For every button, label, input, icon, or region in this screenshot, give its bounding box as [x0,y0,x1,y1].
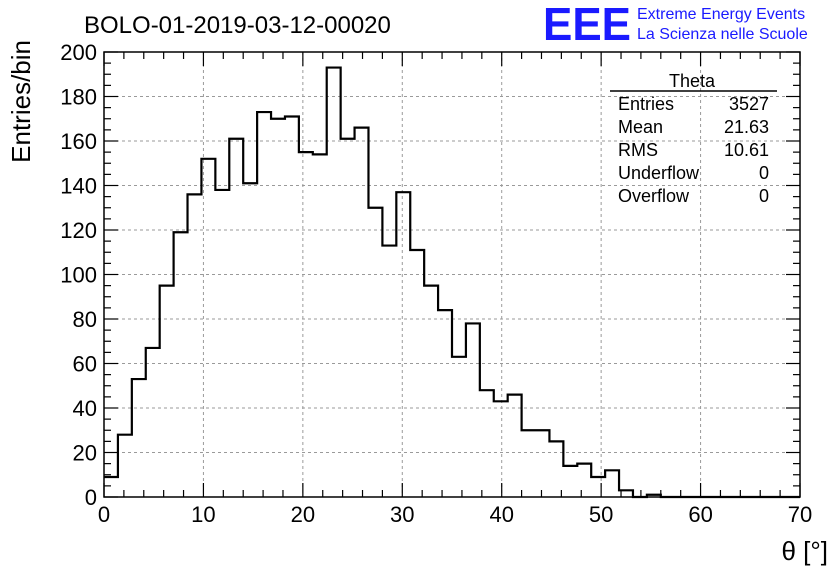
x-tick-label: 10 [191,502,215,527]
x-tick-label: 40 [489,502,513,527]
stats-value-entries: 3527 [729,94,769,114]
y-tick-label: 0 [85,485,97,510]
chart-title: BOLO-01-2019-03-12-00020 [84,12,391,39]
y-tick-label: 80 [73,307,97,332]
x-tick-label: 0 [98,502,110,527]
histogram-series [104,66,800,499]
grid-lines [104,52,800,497]
stats-label-mean: Mean [618,117,663,137]
stats-box: Theta Entries 3527 Mean 21.63 RMS 10.61 … [610,71,777,206]
stats-value-underflow: 0 [759,163,769,183]
y-tick-label: 120 [60,218,97,243]
x-tick-label: 50 [589,502,613,527]
stats-value-overflow: 0 [759,186,769,206]
y-tick-label: 40 [73,396,97,421]
axis-ticks [103,51,801,498]
eee-logo: EEE Extreme Energy Events La Scienza nel… [543,0,808,50]
tick-labels: 0 10 20 30 40 50 60 70 0 20 40 60 80 100 120 140 160 180 2… [60,40,812,527]
x-axis-label: θ [°] [781,536,828,566]
y-tick-label: 140 [60,174,97,199]
y-tick-label: 160 [60,129,97,154]
logo-line-2: La Scienza nelle Scuole [637,26,808,43]
stats-label-underflow: Underflow [618,163,700,183]
x-tick-label: 30 [390,502,414,527]
stats-value-mean: 21.63 [724,117,769,137]
stats-value-rms: 10.61 [724,140,769,160]
x-tick-label: 60 [688,502,712,527]
y-tick-label: 100 [60,263,97,288]
logo-line-1: Extreme Energy Events [637,6,805,23]
y-tick-label: 60 [73,352,97,377]
logo-mark: EEE [543,0,631,50]
y-axis-label: Entries/bin [6,40,36,163]
x-tick-label: 20 [291,502,315,527]
y-tick-label: 200 [60,40,97,65]
y-tick-label: 20 [73,441,97,466]
stats-label-entries: Entries [618,94,674,114]
y-tick-label: 180 [60,85,97,110]
stats-title: Theta [669,71,716,91]
x-tick-label: 70 [788,502,812,527]
stats-label-rms: RMS [618,140,658,160]
stats-label-overflow: Overflow [618,186,690,206]
